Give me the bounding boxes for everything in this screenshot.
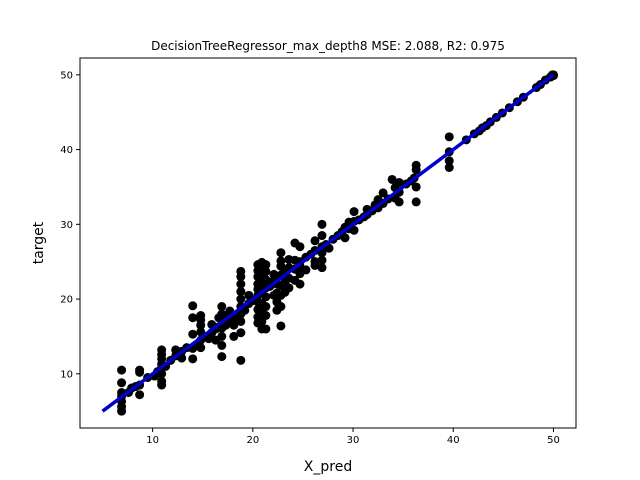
data-point — [135, 390, 145, 400]
data-point — [188, 313, 198, 323]
x-axis-ticks: 10 20 30 40 50 — [146, 428, 560, 446]
data-point — [217, 352, 227, 362]
data-point — [117, 365, 127, 375]
data-point — [310, 257, 320, 267]
data-point — [394, 177, 404, 187]
data-point — [236, 355, 246, 365]
data-point — [261, 275, 271, 285]
data-point — [236, 294, 246, 304]
data-point — [188, 354, 198, 364]
plot-frame — [79, 57, 577, 429]
x-tick-label: 20 — [246, 435, 259, 446]
y-axis-label: target — [31, 221, 47, 264]
data-point — [340, 233, 350, 243]
data-point — [236, 328, 246, 338]
data-point — [444, 163, 454, 173]
x-tick-label: 50 — [547, 435, 560, 446]
data-point — [301, 265, 311, 275]
data-point — [236, 316, 246, 326]
data-point — [117, 378, 127, 388]
y-tick-label: 50 — [60, 70, 73, 81]
data-point — [411, 197, 421, 207]
data-point — [217, 340, 227, 350]
data-point — [261, 292, 271, 302]
data-point — [196, 311, 206, 321]
x-axis-label: X_pred — [304, 459, 352, 475]
data-point — [276, 321, 286, 331]
y-tick-label: 20 — [60, 295, 73, 306]
data-point — [261, 324, 271, 334]
data-point — [229, 331, 239, 341]
x-tick-label: 10 — [146, 435, 159, 446]
data-point — [378, 188, 388, 198]
fit-line — [101, 73, 555, 413]
y-tick-label: 40 — [60, 145, 73, 156]
data-point — [317, 255, 327, 265]
x-tick-label: 30 — [347, 435, 360, 446]
data-point — [317, 263, 327, 273]
data-point — [217, 302, 227, 312]
data-point — [295, 242, 305, 252]
data-point — [135, 365, 145, 375]
data-point — [261, 311, 271, 321]
data-point — [188, 301, 198, 311]
data-point — [317, 219, 327, 229]
data-point — [229, 320, 239, 330]
data-point — [236, 266, 246, 276]
data-point — [236, 279, 246, 289]
data-point — [261, 302, 271, 312]
data-point — [284, 283, 294, 293]
data-point — [411, 160, 421, 170]
data-point — [188, 329, 198, 339]
data-point — [310, 236, 320, 246]
data-point — [157, 345, 167, 355]
y-tick-label: 10 — [60, 369, 73, 380]
data-point — [394, 197, 404, 207]
data-point — [444, 156, 454, 166]
data-point — [276, 302, 286, 312]
data-point — [387, 174, 397, 184]
data-point — [317, 231, 327, 241]
data-point — [276, 256, 286, 266]
data-point — [196, 343, 206, 353]
data-point — [349, 207, 359, 217]
data-point — [276, 248, 286, 258]
data-point — [157, 376, 167, 386]
y-tick-label: 30 — [60, 220, 73, 231]
data-point — [236, 287, 246, 297]
data-point — [444, 132, 454, 142]
chart-title: DecisionTreeRegressor_max_depth8 MSE: 2.… — [151, 39, 505, 53]
data-point — [349, 225, 359, 235]
data-point — [261, 260, 271, 270]
fit-line-layer — [101, 73, 555, 413]
data-point — [217, 331, 227, 341]
x-tick-label: 40 — [447, 435, 460, 446]
data-point — [261, 266, 271, 276]
data-point — [295, 279, 305, 289]
y-axis-ticks: 10 20 30 40 50 — [60, 70, 80, 380]
data-point — [411, 182, 421, 192]
